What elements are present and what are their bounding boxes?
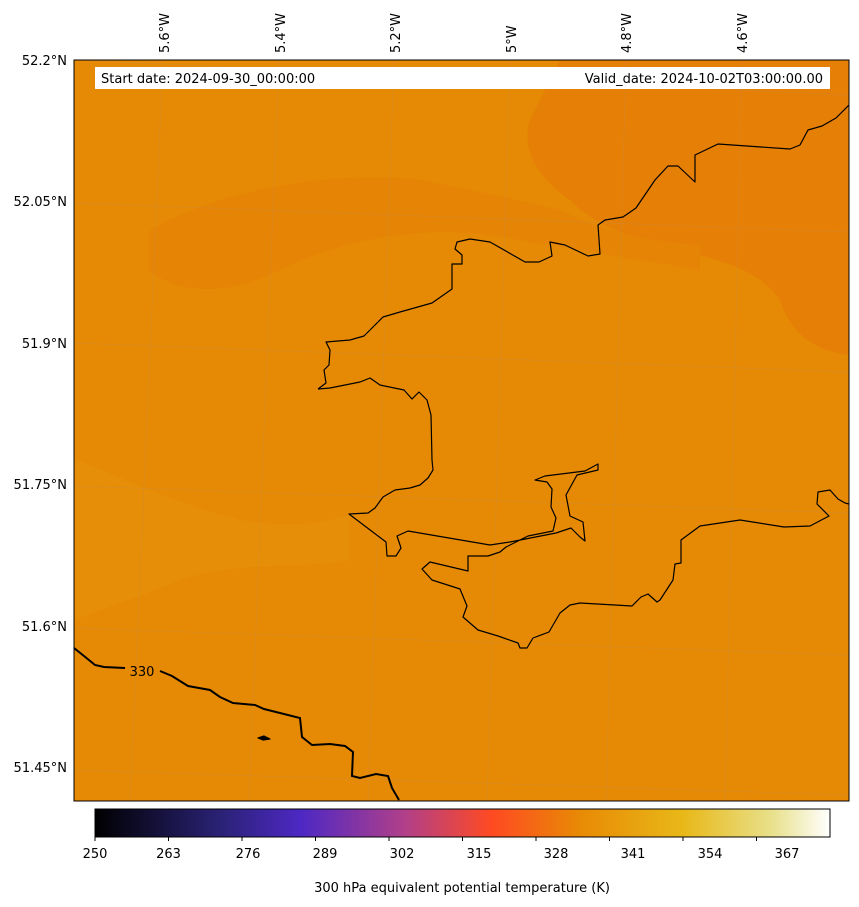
field-darker-region-2 xyxy=(150,177,700,289)
lon-label-5w: 5°W xyxy=(505,25,520,53)
colorbar: 250 263 276 289 302 315 328 341 354 367 … xyxy=(83,808,831,896)
lat-label-52.05n: 52.05°N xyxy=(14,195,67,210)
info-box xyxy=(95,67,830,89)
colorbar-label: 300 hPa equivalent potential temperature… xyxy=(314,881,610,896)
lat-label-52.2n: 52.2°N xyxy=(22,54,67,69)
colorbar-tick-250: 250 xyxy=(83,847,108,862)
contour-line-right xyxy=(159,670,400,801)
lat-label-51.6n: 51.6°N xyxy=(22,620,67,635)
graticule xyxy=(74,60,849,801)
colorbar-tick-276: 276 xyxy=(236,847,261,862)
field-darker-region xyxy=(527,60,849,355)
coastline-north xyxy=(317,104,849,390)
colorbar-tick-labels: 250 263 276 289 302 315 328 341 354 367 xyxy=(83,847,800,862)
colorbar-tick-302: 302 xyxy=(390,847,415,862)
colorbar-bar xyxy=(94,808,831,838)
lat-label-51.45n: 51.45°N xyxy=(14,761,67,776)
lon-label-5.4w: 5.4°W xyxy=(274,13,289,53)
map-panel: 330 xyxy=(74,60,849,801)
lon-label-4.8w: 4.8°W xyxy=(620,13,635,53)
lon-label-4.6w: 4.6°W xyxy=(736,13,751,53)
colorbar-tick-367: 367 xyxy=(775,847,800,862)
lat-label-51.9n: 51.9°N xyxy=(22,337,67,352)
colorbar-tick-328: 328 xyxy=(544,847,569,862)
lon-label-5.2w: 5.2°W xyxy=(389,13,404,53)
coastline xyxy=(257,104,849,741)
start-date-label: Start date: 2024-09-30_00:00:00 xyxy=(101,72,315,87)
valid-date-label: Valid_date: 2024-10-02T03:00:00.00 xyxy=(585,72,823,87)
contour-330 xyxy=(74,647,400,801)
longitude-labels: 5.6°W 5.4°W 5.2°W 5°W 4.8°W 4.6°W xyxy=(158,13,751,53)
colorbar-tick-289: 289 xyxy=(313,847,338,862)
latitude-labels: 52.2°N 52.05°N 51.9°N 51.75°N 51.6°N 51.… xyxy=(14,54,67,776)
colorbar-tick-341: 341 xyxy=(621,847,646,862)
coastline-bay xyxy=(317,377,849,649)
colorbar-tick-354: 354 xyxy=(698,847,723,862)
colorbar-tick-263: 263 xyxy=(156,847,181,862)
colorbar-ticks xyxy=(94,837,757,841)
field-lighter-region xyxy=(74,460,350,620)
lat-label-51.75n: 51.75°N xyxy=(14,478,67,493)
colorbar-tick-315: 315 xyxy=(467,847,492,862)
lon-label-5.6w: 5.6°W xyxy=(158,13,173,53)
coastline-islet xyxy=(257,735,271,741)
contour-label: 330 xyxy=(130,665,155,680)
contour-line-left xyxy=(74,647,126,669)
map-frame xyxy=(73,59,850,802)
